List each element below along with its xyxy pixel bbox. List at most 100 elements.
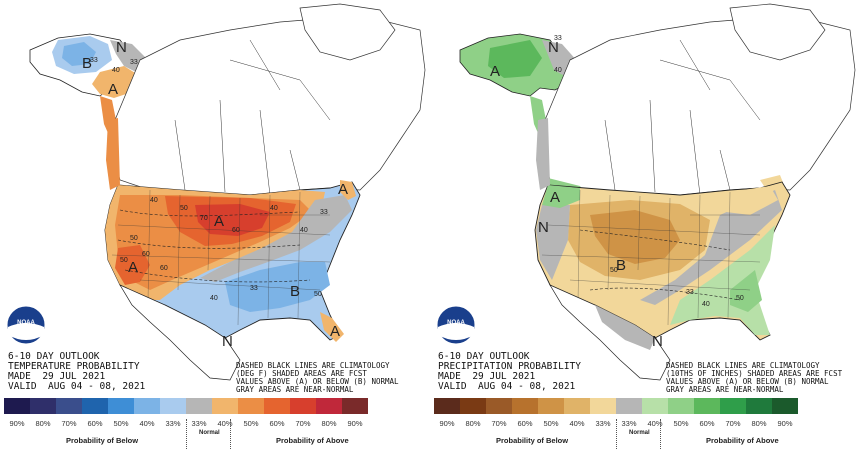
greenland-outline [729, 3, 826, 61]
legend-tick-label: 50% [113, 419, 129, 428]
contour-label: 33 [686, 289, 694, 296]
legend-tick-label: 80% [751, 419, 767, 428]
northwest-normal-letter: N [538, 219, 549, 236]
legend-tick-label: 33% [165, 419, 181, 428]
northwest-above-letter: A [550, 189, 560, 206]
mexico-outline [119, 284, 241, 381]
conus-above-70 [195, 204, 270, 236]
legend-tick-label: 40% [217, 419, 233, 428]
alaska-below-letter: B [82, 55, 92, 72]
legend-tick-label: 40% [139, 419, 155, 428]
precipitation-above-caption: Probability of Above [706, 436, 779, 445]
contour-label: 33 [90, 57, 98, 64]
legend-swatch [264, 398, 290, 414]
state-boundaries [541, 189, 761, 326]
southwest-above-letter: A [128, 259, 138, 276]
legend-swatch [486, 398, 512, 414]
legend-swatch [342, 398, 368, 414]
legend-swatch [538, 398, 564, 414]
contour-label: 60 [232, 227, 240, 234]
legend-tick-label: 40% [647, 419, 663, 428]
legend-swatch [616, 398, 642, 414]
legend-swatch [82, 398, 108, 414]
contour-label: 50 [610, 267, 618, 274]
mexico-near-normal [595, 305, 655, 350]
legend-tick-label: 60% [269, 419, 285, 428]
legend-swatch [512, 398, 538, 414]
contour-label: 50 [130, 235, 138, 242]
contour-label: 33 [250, 285, 258, 292]
alaska-normal-letter: N [116, 39, 127, 56]
precipitation-map-header: 6-10 DAY OUTLOOK PRECIPITATION PROBABILIT… [438, 351, 581, 392]
contour-label: 50 [314, 291, 322, 298]
legend-tick-label: 33% [621, 419, 637, 428]
legend-swatch [56, 398, 82, 414]
contour-label: 40 [554, 67, 562, 74]
legend-divider [660, 419, 661, 449]
legend-swatch [720, 398, 746, 414]
temperature-map-notes: DASHED BLACK LINES ARE CLIMATOLOGY (DEG F… [236, 361, 399, 394]
alaska-above-letter: A [490, 63, 500, 80]
legend-swatch [668, 398, 694, 414]
legend-swatch [434, 398, 460, 414]
alaska-normal-letter: N [548, 39, 559, 56]
temperature-map: B N A A A A A B N 33 40 33 40 50 60 40 5… [29, 3, 426, 381]
legend-swatch [134, 398, 160, 414]
legend-tick-label: 80% [35, 419, 51, 428]
legend-swatch [4, 398, 30, 414]
canada-provinces [604, 39, 761, 196]
legend-tick-label: 50% [543, 419, 559, 428]
legend-tick-label: 33% [595, 419, 611, 428]
temperature-contours [117, 209, 311, 283]
temperature-map-header: 6-10 DAY OUTLOOK TEMPERATURE PROBABILITY M… [8, 351, 146, 392]
mexico-normal-letter: N [222, 333, 233, 350]
canada-provinces [174, 39, 331, 196]
contour-label: 40 [270, 205, 278, 212]
legend-tick-label: 40% [569, 419, 585, 428]
contour-label: 60 [160, 265, 168, 272]
legend-swatch [160, 398, 186, 414]
northwest-near-normal [536, 205, 570, 280]
contour-label: 70 [200, 215, 208, 222]
legend-tick-label: 60% [87, 419, 103, 428]
contour-label: 40 [150, 197, 158, 204]
legend-swatch [564, 398, 590, 414]
temperature-outlook-panel: B N A A A A A B N 33 40 33 40 50 60 40 5… [4, 3, 426, 449]
svg-text:NOAA: NOAA [447, 320, 465, 326]
contour-label: 40 [210, 295, 218, 302]
conus-near-normal [200, 195, 352, 282]
contour-label: 33 [320, 209, 328, 216]
temperature-legend-ticks: 90% 80% 70% 60% 50% 40% 33% 33% 40% 50% 60% 70% 80% 9… [4, 419, 368, 428]
legend-tick-label: 80% [321, 419, 337, 428]
noaa-logo: NOAA [6, 305, 46, 345]
northeast-above-letter: A [338, 181, 348, 198]
legend-tick-label: 50% [243, 419, 259, 428]
precipitation-below-caption: Probability of Below [496, 436, 569, 445]
noaa-logo: NOAA [436, 305, 476, 345]
legend-tick-label: 90% [347, 419, 363, 428]
legend-tick-label: 80% [465, 419, 481, 428]
canada-outline [111, 17, 426, 196]
southwest-above-60 [115, 245, 150, 285]
precipitation-normal-caption: Normal [629, 430, 650, 436]
legend-swatch [642, 398, 668, 414]
precipitation-contours [579, 229, 741, 301]
legend-swatch [460, 398, 486, 414]
legend-tick-label: 90% [439, 419, 455, 428]
temperature-legend-bar [4, 398, 368, 414]
legend-swatch [746, 398, 772, 414]
legend-tick-label: 33% [191, 419, 207, 428]
alaska-below-core [62, 42, 96, 66]
legend-tick-label: 70% [295, 419, 311, 428]
legend-swatch [590, 398, 616, 414]
legend-divider [230, 419, 231, 449]
midwest-above-letter: A [214, 213, 224, 230]
alaska-above-letter: A [108, 81, 118, 98]
northwest-above [542, 185, 580, 208]
legend-tick-label: 60% [699, 419, 715, 428]
pacific-nw-normal [536, 118, 550, 190]
legend-swatch [186, 398, 212, 414]
southeast-above-50 [730, 270, 762, 312]
legend-tick-label: 60% [517, 419, 533, 428]
legend-swatch [290, 398, 316, 414]
